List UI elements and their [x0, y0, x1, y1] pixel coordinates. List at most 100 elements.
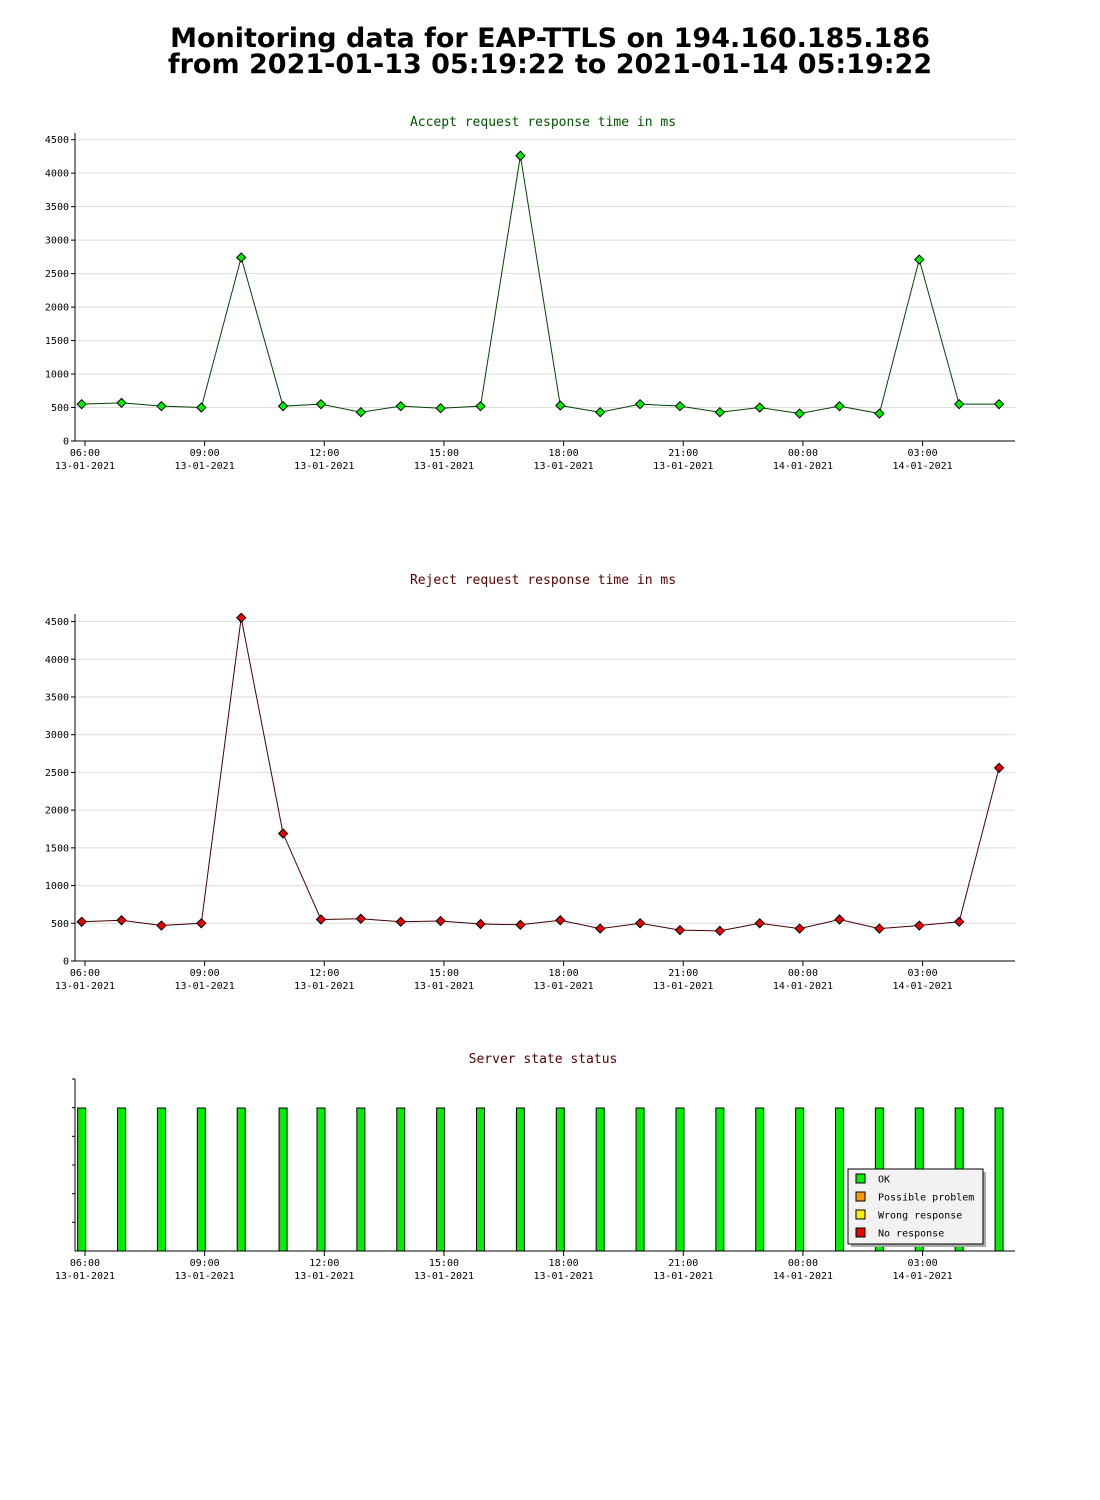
- data-point: [355, 913, 367, 924]
- data-point: [156, 400, 167, 412]
- status-bar: [396, 1107, 406, 1252]
- data-point: [754, 402, 765, 413]
- y-tick-label: 2000: [45, 806, 69, 817]
- data-point: [953, 916, 965, 927]
- x-tick-time-0-5: 21:00: [668, 448, 698, 459]
- data-point: [196, 918, 207, 929]
- data-point: [754, 918, 765, 929]
- data-point: [993, 398, 1005, 410]
- legend-label-1: Possible problem: [878, 1193, 974, 1204]
- chart-title-1: Reject request response time in ms: [410, 573, 676, 588]
- x-tick-time-0-2: 12:00: [309, 448, 339, 459]
- x-tick-time-0-7: 03:00: [908, 448, 938, 459]
- x-tick-time-1-6: 00:00: [788, 968, 818, 979]
- x-tick-date-1-2: 13-01-2021: [294, 981, 354, 992]
- y-tick-label: 4000: [45, 169, 69, 180]
- status-bar: [236, 1107, 246, 1252]
- status-bar: [834, 1107, 844, 1252]
- y-tick-label: 0: [63, 437, 69, 448]
- data-point: [555, 915, 566, 926]
- status-bar: [436, 1107, 446, 1252]
- status-bar: [77, 1107, 87, 1252]
- x-tick-time-2-3: 15:00: [429, 1258, 459, 1269]
- series-line-0: [81, 155, 1000, 415]
- x-tick-date-2-2: 13-01-2021: [294, 1271, 354, 1282]
- x-tick-time-0-0: 06:00: [70, 448, 100, 459]
- x-tick-date-1-4: 13-01-2021: [534, 981, 594, 992]
- data-point: [634, 918, 646, 929]
- x-tick-time-2-2: 12:00: [309, 1258, 339, 1269]
- status-bar: [515, 1107, 525, 1252]
- legend-label-0: OK: [878, 1175, 890, 1186]
- x-tick-date-0-2: 13-01-2021: [294, 461, 354, 472]
- status-bar: [994, 1107, 1004, 1252]
- y-tick-label: 3500: [45, 202, 69, 213]
- y-tick-label: 4500: [45, 617, 69, 628]
- y-tick-label: 0: [63, 957, 69, 968]
- data-point: [395, 400, 406, 412]
- status-bar: [755, 1107, 765, 1252]
- legend-swatch-2: [855, 1209, 866, 1220]
- data-point: [834, 400, 845, 412]
- x-tick-time-1-7: 03:00: [908, 968, 938, 979]
- data-point: [76, 916, 87, 927]
- data-point: [953, 398, 965, 410]
- x-tick-date-1-5: 13-01-2021: [653, 981, 713, 992]
- data-point: [435, 402, 446, 414]
- chart-title-0: Accept request response time in ms: [410, 115, 676, 130]
- x-tick-date-2-6: 14-01-2021: [773, 1271, 833, 1282]
- x-tick-date-0-3: 13-01-2021: [414, 461, 474, 472]
- data-point: [116, 915, 127, 926]
- y-tick-label: 1500: [45, 843, 69, 854]
- x-tick-date-2-7: 14-01-2021: [892, 1271, 952, 1282]
- x-tick-date-0-6: 14-01-2021: [773, 461, 833, 472]
- status-bar: [278, 1107, 288, 1252]
- legend-box: [847, 1168, 984, 1245]
- x-tick-time-1-1: 09:00: [190, 968, 220, 979]
- data-point: [674, 924, 686, 936]
- x-tick-date-2-3: 13-01-2021: [414, 1271, 474, 1282]
- x-tick-time-2-0: 06:00: [70, 1258, 100, 1269]
- data-point: [277, 400, 289, 412]
- data-point: [555, 400, 566, 411]
- status-bar: [316, 1107, 326, 1252]
- x-tick-time-0-6: 00:00: [788, 448, 818, 459]
- x-tick-time-0-1: 09:00: [190, 448, 220, 459]
- data-point: [156, 920, 167, 931]
- data-point: [315, 398, 327, 410]
- status-bar: [117, 1107, 127, 1252]
- data-point: [76, 398, 87, 410]
- x-tick-time-1-3: 15:00: [429, 968, 459, 979]
- x-tick-date-1-7: 14-01-2021: [892, 981, 952, 992]
- x-tick-time-2-5: 21:00: [668, 1258, 698, 1269]
- x-tick-date-2-4: 13-01-2021: [534, 1271, 594, 1282]
- legend-swatch-1: [855, 1191, 866, 1202]
- x-tick-date-0-0: 13-01-2021: [55, 461, 115, 472]
- y-tick-label: 3500: [45, 692, 69, 703]
- data-point: [594, 407, 606, 418]
- data-point: [277, 828, 289, 839]
- x-tick-time-2-7: 03:00: [908, 1258, 938, 1269]
- x-tick-time-2-4: 18:00: [549, 1258, 579, 1269]
- y-tick-label: 3000: [45, 236, 69, 247]
- x-tick-date-2-5: 13-01-2021: [653, 1271, 713, 1282]
- data-point: [674, 400, 686, 412]
- x-tick-time-2-6: 00:00: [788, 1258, 818, 1269]
- x-tick-date-0-1: 13-01-2021: [175, 461, 235, 472]
- page-title-line-2: from 2021-01-13 05:19:22 to 2021-01-14 0…: [167, 49, 933, 80]
- y-tick-label: 1500: [45, 336, 69, 347]
- y-tick-label: 4000: [45, 655, 69, 666]
- status-bar: [795, 1107, 805, 1252]
- data-point: [914, 254, 925, 265]
- status-bar: [595, 1107, 605, 1252]
- data-point: [834, 914, 845, 925]
- x-tick-time-1-2: 12:00: [309, 968, 339, 979]
- data-point: [315, 914, 327, 925]
- chart-title-2: Server state status: [469, 1052, 618, 1067]
- chart-2: Server state status OK Possible problem Wro…: [72, 1052, 1015, 1252]
- y-tick-label: 500: [51, 403, 69, 414]
- x-tick-date-2-0: 13-01-2021: [55, 1271, 115, 1282]
- x-tick-time-1-0: 06:00: [70, 968, 100, 979]
- data-point: [794, 408, 805, 419]
